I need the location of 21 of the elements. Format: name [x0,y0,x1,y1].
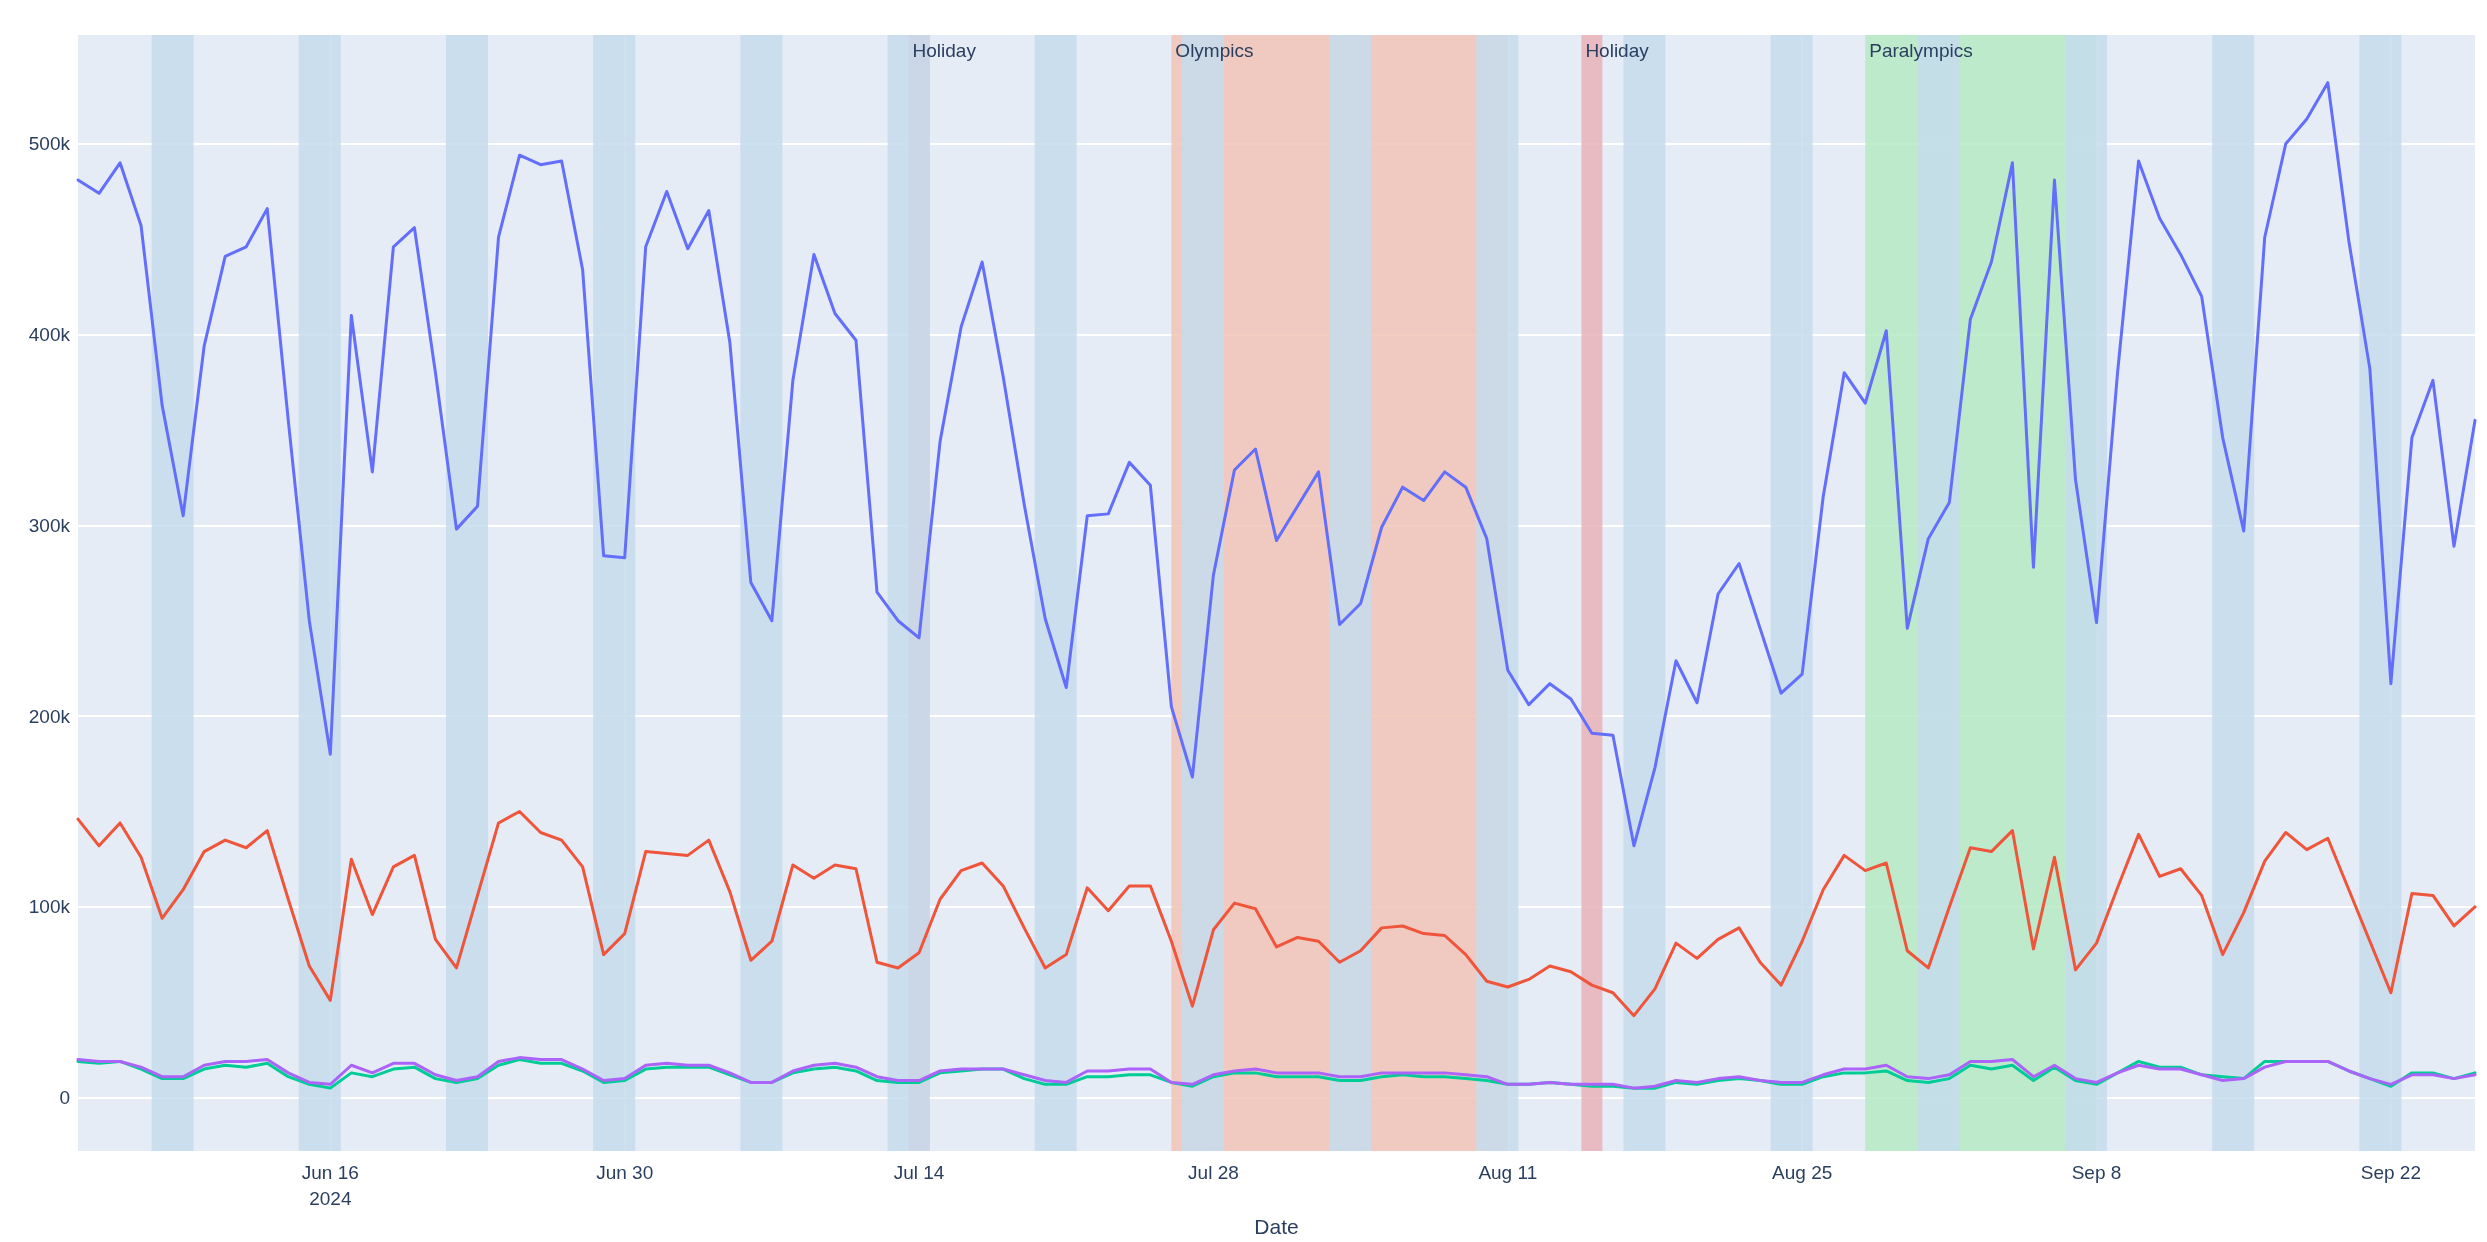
x-tick-label: Jun 30 [596,1161,654,1183]
line-series [76,81,2477,848]
x-tick-label: Aug 25 [1772,1161,1833,1183]
y-tick-label: 300k [28,514,71,536]
x-tick-label: Jul 28 [1188,1161,1239,1183]
x-tick-label: Sep 22 [2360,1161,2422,1183]
x-tick-label: Aug 11 [1478,1161,1538,1183]
band-label: Olympics [1175,40,1254,61]
x-axis-title: Date [1254,1215,1299,1238]
y-tick-label: 0 [59,1087,70,1109]
line-series [76,810,2477,1018]
x-tick-label: Jul 14 [893,1161,945,1183]
x-tick-label: Sep 8 [2071,1161,2122,1183]
y-tick-label: 400k [28,324,71,346]
y-tick-label: 200k [28,705,71,727]
band-label: Holiday [1585,40,1650,61]
y-tick-label: 100k [28,896,71,918]
band-label: Holiday [912,40,977,61]
y-tick-label: 500k [28,133,71,155]
x-tick-label: Jun 16 2024 [301,1161,359,1209]
band-label: Paralympics [1869,40,1973,61]
